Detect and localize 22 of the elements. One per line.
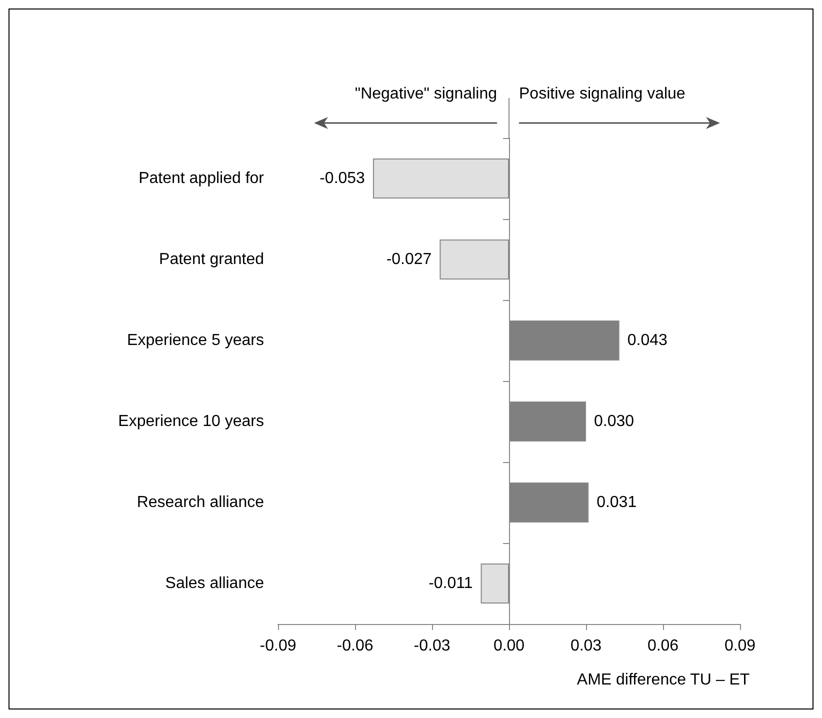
data-label: -0.011 bbox=[428, 575, 473, 592]
y-tick-label: Patent applied for bbox=[138, 170, 265, 187]
data-label: 0.030 bbox=[594, 413, 634, 430]
x-tick-label: 0.00 bbox=[493, 638, 525, 654]
text: Positive signaling value bbox=[519, 86, 686, 102]
y-tick-label: Experience 5 years bbox=[127, 332, 264, 349]
x-tick-label: 0.09 bbox=[724, 638, 756, 654]
text: "Negative" signaling bbox=[354, 86, 497, 102]
y-tick-label: Patent granted bbox=[159, 251, 264, 268]
data-label: -0.027 bbox=[386, 251, 432, 268]
x-tick-label: -0.03 bbox=[414, 638, 450, 654]
y-tick-label: Research alliance bbox=[136, 494, 264, 511]
data-label: 0.031 bbox=[596, 494, 637, 511]
data-label: -0.053 bbox=[320, 170, 366, 187]
y-tick-label: Experience 10 years bbox=[118, 413, 264, 430]
y-tick-label: Sales alliance bbox=[165, 575, 264, 592]
x-tick-label: 0.03 bbox=[570, 638, 602, 654]
x-tick-label: -0.06 bbox=[336, 638, 374, 654]
data-label: 0.043 bbox=[627, 332, 668, 349]
x-tick-label: 0.06 bbox=[647, 638, 679, 654]
x-tick-label: -0.09 bbox=[260, 638, 296, 654]
x-axis-title: AME difference TU – ET bbox=[576, 672, 750, 688]
